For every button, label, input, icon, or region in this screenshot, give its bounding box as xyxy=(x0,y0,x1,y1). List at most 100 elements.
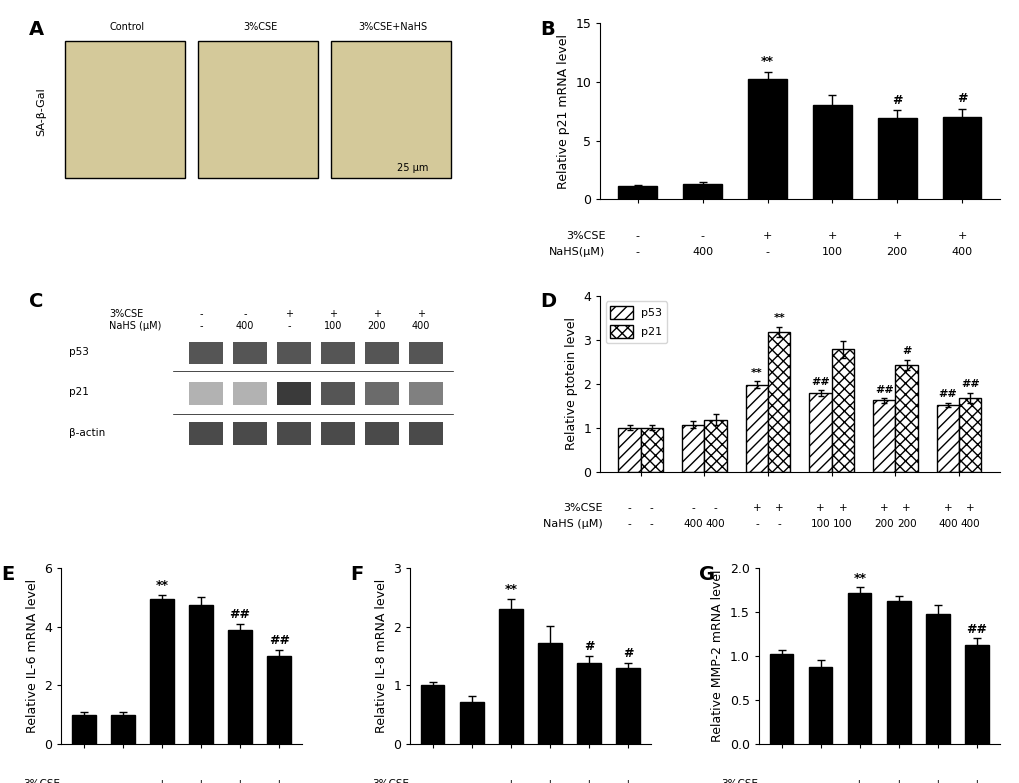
Text: 200: 200 xyxy=(896,519,915,529)
Bar xyxy=(320,341,355,364)
Bar xyxy=(942,117,980,199)
Text: -: - xyxy=(286,321,290,331)
Text: -: - xyxy=(818,779,821,783)
Text: -: - xyxy=(243,309,247,319)
Bar xyxy=(640,428,662,471)
Bar xyxy=(276,422,311,446)
Text: 400: 400 xyxy=(692,247,712,257)
Y-axis label: Relative IL-6 mRNA level: Relative IL-6 mRNA level xyxy=(25,579,39,733)
Text: +: + xyxy=(774,503,783,513)
Bar xyxy=(232,382,267,405)
Bar xyxy=(767,332,790,471)
Text: +: + xyxy=(902,503,910,513)
Bar xyxy=(189,341,223,364)
Y-axis label: Relative MMP-2 mRNA level: Relative MMP-2 mRNA level xyxy=(710,570,723,742)
Text: 3%CSE: 3%CSE xyxy=(720,779,757,783)
Text: -: - xyxy=(121,779,124,783)
Bar xyxy=(682,424,704,471)
Text: 400: 400 xyxy=(705,519,725,529)
Text: **: ** xyxy=(503,583,517,596)
Bar xyxy=(769,655,793,744)
Text: -: - xyxy=(627,519,631,529)
Text: +: + xyxy=(372,309,380,319)
Text: -: - xyxy=(700,231,704,241)
Text: **: ** xyxy=(772,313,785,323)
Bar xyxy=(320,422,355,446)
Bar xyxy=(331,41,450,178)
Text: ##: ## xyxy=(810,377,829,387)
Bar xyxy=(72,715,96,744)
Text: +: + xyxy=(762,231,771,241)
Y-axis label: Relative ptotein level: Relative ptotein level xyxy=(565,317,577,450)
Text: -: - xyxy=(691,503,695,513)
Text: +: + xyxy=(815,503,824,513)
Bar xyxy=(615,668,639,744)
Text: 3%CSE: 3%CSE xyxy=(243,22,277,32)
Text: NaHS (μM): NaHS (μM) xyxy=(109,321,161,331)
Y-axis label: Relative p21 mRNA level: Relative p21 mRNA level xyxy=(556,34,570,189)
Text: -: - xyxy=(779,779,783,783)
Bar xyxy=(809,393,830,471)
Text: +: + xyxy=(855,779,863,783)
Text: -: - xyxy=(430,779,434,783)
Text: +: + xyxy=(957,231,966,241)
Text: 3%CSE: 3%CSE xyxy=(23,779,60,783)
Text: 3%CSE+NaHS: 3%CSE+NaHS xyxy=(359,22,427,32)
Bar xyxy=(745,384,767,471)
Text: 400: 400 xyxy=(960,519,979,529)
Legend: p53, p21: p53, p21 xyxy=(605,301,666,343)
Bar xyxy=(111,715,135,744)
Bar xyxy=(232,422,267,446)
Text: #: # xyxy=(901,346,910,356)
Bar xyxy=(276,341,311,364)
Bar xyxy=(276,382,311,405)
Bar xyxy=(228,630,252,744)
Text: -: - xyxy=(754,519,758,529)
Text: +: + xyxy=(932,779,942,783)
Text: D: D xyxy=(540,292,556,312)
Bar xyxy=(189,382,223,405)
Text: 100: 100 xyxy=(810,519,829,529)
Text: 200: 200 xyxy=(873,519,894,529)
Text: ##: ## xyxy=(229,608,251,621)
Bar xyxy=(877,118,916,199)
Bar xyxy=(958,399,980,471)
Text: 400: 400 xyxy=(411,321,429,331)
Bar xyxy=(577,663,600,744)
Bar xyxy=(704,420,726,471)
Text: ##: ## xyxy=(937,389,957,399)
Bar xyxy=(365,422,398,446)
Bar xyxy=(409,341,442,364)
Text: +: + xyxy=(624,779,632,783)
Bar xyxy=(812,106,851,199)
Text: 200: 200 xyxy=(886,247,907,257)
Text: B: B xyxy=(540,20,554,39)
Bar xyxy=(150,599,173,744)
Text: #: # xyxy=(623,647,633,660)
Text: -: - xyxy=(470,779,473,783)
Text: +: + xyxy=(879,503,888,513)
Text: Control: Control xyxy=(109,22,145,32)
Bar xyxy=(964,645,987,744)
Text: +: + xyxy=(584,779,593,783)
Text: -: - xyxy=(199,321,203,331)
Bar xyxy=(409,382,442,405)
Text: β-actin: β-actin xyxy=(69,428,105,438)
Text: 100: 100 xyxy=(323,321,341,331)
Text: A: A xyxy=(30,20,45,39)
Text: -: - xyxy=(649,503,653,513)
Bar xyxy=(460,702,483,744)
Bar xyxy=(747,78,787,199)
Bar xyxy=(267,656,290,744)
Bar xyxy=(887,601,910,744)
Bar xyxy=(830,349,853,471)
Text: 400: 400 xyxy=(683,519,702,529)
Text: 400: 400 xyxy=(235,321,254,331)
Text: -: - xyxy=(199,309,203,319)
Text: +: + xyxy=(892,231,901,241)
Text: 3%CSE: 3%CSE xyxy=(566,231,605,241)
Text: **: ** xyxy=(750,367,762,377)
Bar xyxy=(190,604,213,744)
Bar xyxy=(925,614,949,744)
Text: +: + xyxy=(838,503,847,513)
